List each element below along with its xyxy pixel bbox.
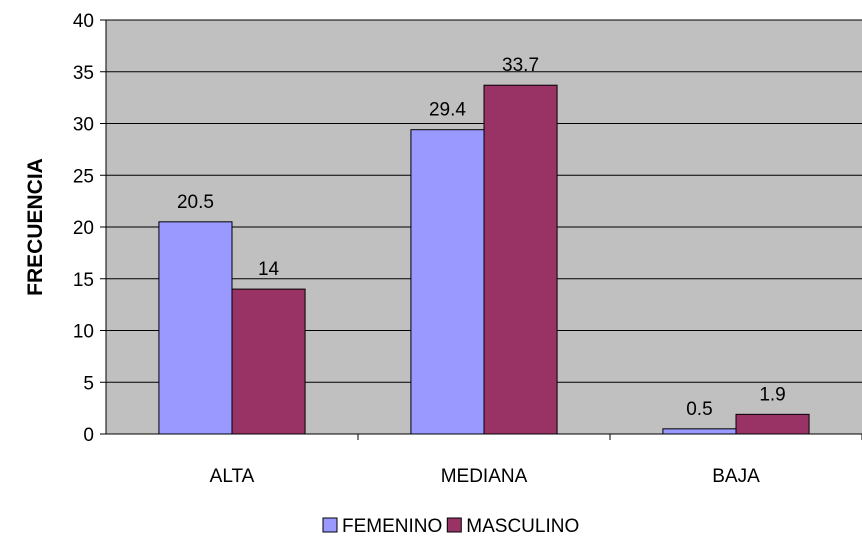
y-tick-label: 20 [73, 218, 94, 239]
data-label: 0.5 [686, 399, 712, 420]
y-tick-labels: 0 5 10 15 20 25 30 35 40 [73, 11, 94, 446]
x-category-labels: ALTA MEDIANA BAJA [210, 466, 760, 487]
x-category-label: ALTA [210, 466, 255, 487]
bar-femenino-baja [662, 428, 737, 435]
legend-label-femenino: FEMENINO [342, 516, 442, 537]
bar-masculino-alta [231, 288, 306, 435]
axes [100, 19, 862, 440]
data-labels: 20.5 14 29.4 33.7 0.5 1.9 [177, 55, 786, 420]
legend-label-masculino: MASCULINO [466, 516, 579, 537]
y-tick-label: 30 [73, 115, 94, 136]
x-category-label: MEDIANA [441, 466, 528, 487]
y-axis-label: FRECUENCIA [24, 158, 47, 296]
bars [158, 84, 810, 435]
legend-swatch-femenino [322, 517, 338, 533]
bar-femenino-alta [158, 221, 233, 435]
data-label: 20.5 [177, 192, 214, 213]
legend-swatch-masculino [446, 517, 462, 533]
y-tick-label: 40 [73, 11, 94, 32]
bar-masculino-baja [735, 413, 810, 435]
y-tick-label: 10 [73, 322, 94, 343]
y-tick-label: 0 [83, 425, 94, 446]
bar-masculino-mediana [483, 84, 558, 435]
data-label: 14 [258, 259, 280, 280]
y-tick-label: 5 [83, 373, 94, 394]
bar-femenino-mediana [410, 129, 485, 435]
y-tick-label: 25 [73, 166, 94, 187]
data-label: 33.7 [502, 55, 539, 76]
data-label: 1.9 [759, 384, 785, 405]
x-category-label: BAJA [712, 466, 760, 487]
y-tick-label: 35 [73, 63, 94, 84]
legend: FEMENINO MASCULINO [322, 516, 579, 537]
data-label: 29.4 [429, 100, 466, 121]
y-tick-label: 15 [73, 270, 94, 291]
